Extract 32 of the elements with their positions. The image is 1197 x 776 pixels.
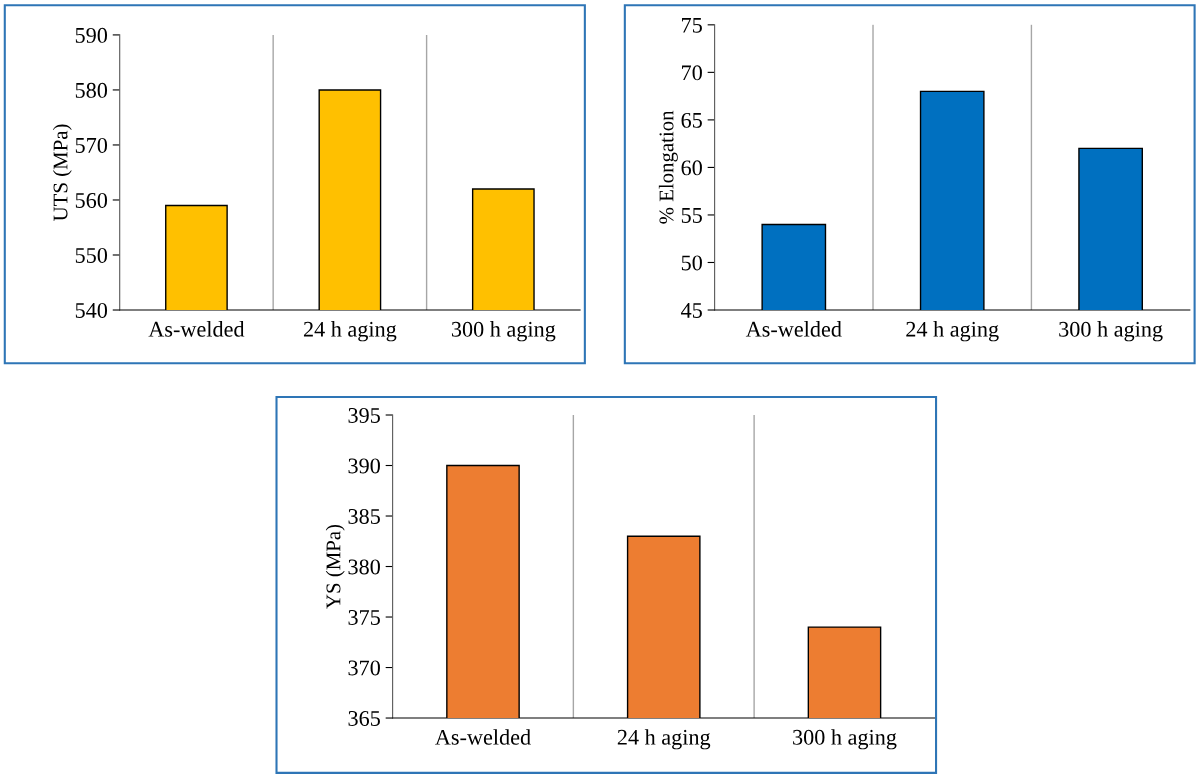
y-tick-label: 370 xyxy=(348,660,380,676)
y-tick-label: 590 xyxy=(75,27,108,43)
y-tick-label: 55 xyxy=(681,208,702,223)
y-tick-label: 550 xyxy=(75,247,108,263)
y-tick-label: 540 xyxy=(75,302,108,318)
y-tick-label: 395 xyxy=(348,408,380,423)
y-tick-label: 560 xyxy=(75,192,108,208)
x-tick-label: As-welded xyxy=(435,729,531,745)
y-tick-label: 365 xyxy=(348,711,380,726)
y-tick-label: 60 xyxy=(681,160,702,176)
y-tick-label: 580 xyxy=(75,82,108,98)
x-tick-label: 24 h aging xyxy=(303,321,397,342)
x-tick-label: 300 h aging xyxy=(451,321,556,342)
y-axis-title: YS (MPa) xyxy=(325,524,345,609)
y-tick-label: 75 xyxy=(682,17,702,33)
x-tick-label: 300 h aging xyxy=(793,729,897,750)
y-tick-label: 65 xyxy=(681,112,702,128)
x-tick-label: 300 h aging xyxy=(1059,321,1163,342)
y-tick-label: 375 xyxy=(348,610,380,625)
x-tick-label: 24 h aging xyxy=(617,729,711,750)
x-tick-label: As-welded xyxy=(148,321,245,337)
x-tick-label: As-welded xyxy=(745,321,842,337)
y-tick-label: 385 xyxy=(348,508,380,524)
y-axis-title: % Elongation xyxy=(658,110,678,224)
y-tick-label: 70 xyxy=(682,65,702,81)
y-tick-label: 380 xyxy=(348,559,380,575)
y-tick-label: 390 xyxy=(348,458,380,474)
x-tick-label: 24 h aging xyxy=(906,321,999,342)
y-tick-label: 45 xyxy=(681,303,702,318)
y-tick-label: 50 xyxy=(681,255,702,271)
y-tick-label: 570 xyxy=(75,137,108,153)
y-axis-title: UTS (MPa) xyxy=(52,124,72,221)
